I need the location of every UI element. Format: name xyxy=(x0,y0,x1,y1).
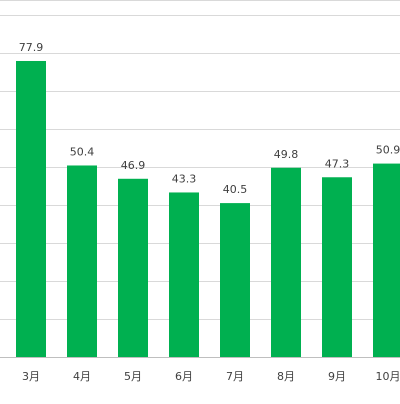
bar xyxy=(16,61,46,357)
bar xyxy=(67,165,97,357)
bar xyxy=(169,192,199,357)
x-tick-label: 5月 xyxy=(124,370,142,383)
bar xyxy=(220,203,250,357)
data-label: 46.9 xyxy=(121,159,146,172)
x-tick-label: 3月 xyxy=(22,370,40,383)
bar xyxy=(118,179,148,357)
data-label: 77.9 xyxy=(19,41,44,54)
data-label: 50.9 xyxy=(376,144,400,157)
x-tick-label: 8月 xyxy=(277,370,295,383)
x-tick-label: 10月 xyxy=(376,370,400,383)
data-label: 47.3 xyxy=(325,157,350,170)
data-label: 50.4 xyxy=(70,145,95,158)
bar xyxy=(271,168,301,357)
x-tick-label: 7月 xyxy=(226,370,244,383)
data-label: 40.5 xyxy=(223,183,248,196)
data-label: 49.8 xyxy=(274,148,299,161)
bar xyxy=(322,177,352,357)
data-label: 43.3 xyxy=(172,172,197,185)
x-tick-label: 9月 xyxy=(328,370,346,383)
bar xyxy=(373,164,400,357)
x-tick-label: 4月 xyxy=(73,370,91,383)
x-tick-label: 6月 xyxy=(175,370,193,383)
